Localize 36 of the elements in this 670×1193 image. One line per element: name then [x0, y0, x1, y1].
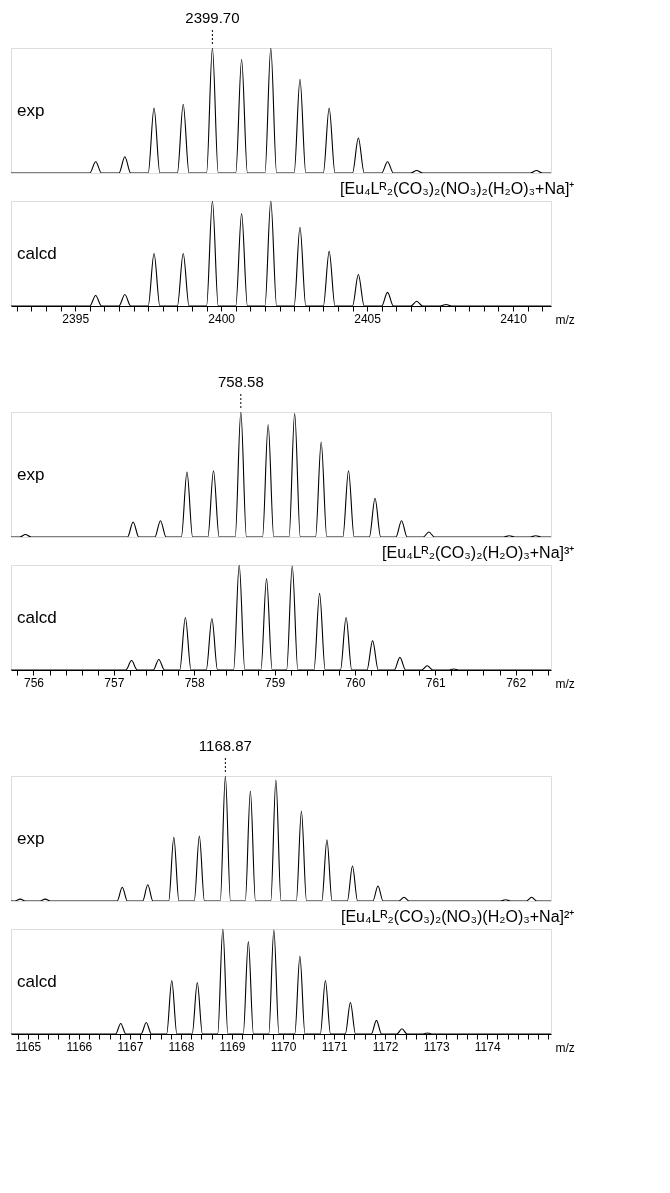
text: exp [17, 100, 45, 120]
x-tick-label: 761 [425, 675, 447, 690]
x-tick-label: 1168 [168, 1039, 195, 1054]
x-tick-label: 1172 [372, 1039, 399, 1054]
x-tick-label: 758 [184, 675, 206, 690]
x-tick-label: 762 [506, 675, 527, 690]
x-tick-label: 1169 [219, 1039, 246, 1054]
x-tick-label: 2400 [208, 311, 236, 326]
text: exp [17, 464, 45, 484]
chart-title: [Eu₄Lᴿ₂(CO₃)₂(NO₃)(H₂O)₃+Na]²⁺ [340, 908, 575, 925]
x-tick-label: 757 [104, 675, 125, 690]
text: calcd [17, 243, 57, 263]
x-axis-title: m/z [555, 1040, 575, 1055]
x-tick-label: 1170 [270, 1039, 297, 1054]
x-tick-label: 1167 [117, 1039, 144, 1054]
text: calcd [17, 971, 57, 991]
text: calcd [17, 607, 57, 627]
x-tick-label: 1165 [15, 1039, 42, 1054]
x-tick-label: 2405 [354, 311, 382, 326]
x-tick-label: 759 [265, 675, 286, 690]
text: exp [17, 828, 45, 848]
x-tick-label: 1173 [423, 1039, 450, 1054]
annotation: 758.58 [217, 373, 264, 390]
x-axis-title: m/z [555, 676, 575, 691]
chart-title: [Eu₄Lᴿ₂(CO₃)₂(H₂O)₃+Na]³⁺ [382, 544, 575, 561]
x-tick-label: 760 [345, 675, 366, 690]
x-tick-label: 2395 [62, 311, 90, 326]
x-tick-label: 1174 [474, 1039, 501, 1054]
x-tick-label: 756 [23, 675, 45, 690]
chart-title: [Eu₄Lᴿ₂(CO₃)₂(NO₃)₂(H₂O)₃+Na]⁺ [340, 180, 575, 197]
x-tick-label: 1171 [321, 1039, 348, 1054]
annotation: 1168.87 [198, 737, 252, 754]
x-tick-label: 1166 [66, 1039, 93, 1054]
x-tick-label: 2410 [500, 311, 528, 326]
x-axis-title: m/z [555, 312, 575, 327]
annotation: 2399.70 [185, 9, 240, 26]
